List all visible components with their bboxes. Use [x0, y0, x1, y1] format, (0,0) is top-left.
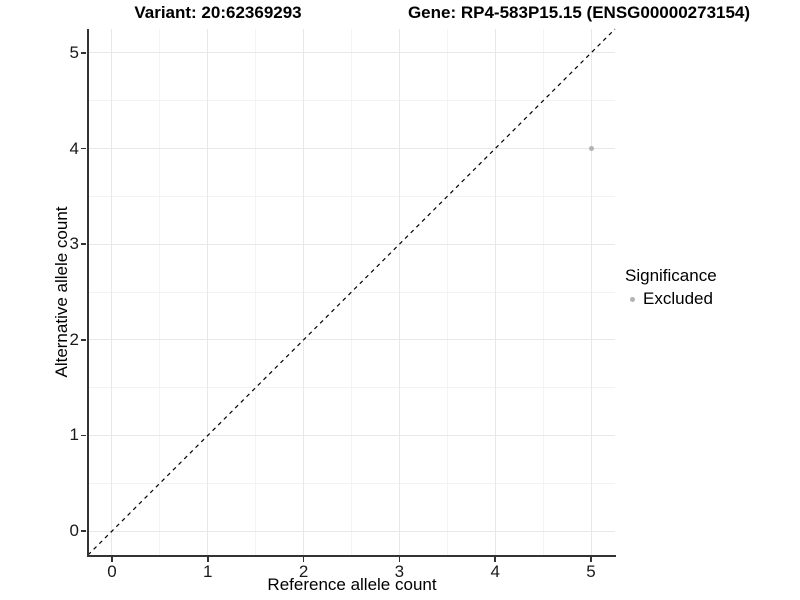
x-tick-label: 5	[586, 562, 596, 581]
y-tick-mark	[81, 243, 86, 245]
y-tick-label: 1	[69, 425, 79, 445]
x-tick-label: 4	[490, 562, 500, 581]
grid-major-vertical	[111, 29, 113, 555]
y-tick-label: 4	[69, 138, 79, 158]
x-tick-label: 3	[394, 562, 405, 581]
y-tick-label: 3	[69, 234, 79, 254]
x-tick-mark	[398, 557, 401, 562]
grid-major-horizontal	[88, 339, 615, 341]
grid-minor-horizontal	[88, 291, 615, 293]
grid-minor-horizontal	[88, 482, 615, 484]
grid-major-horizontal	[88, 52, 615, 54]
y-tick-mark	[81, 434, 86, 437]
grid-major-vertical	[590, 29, 592, 555]
identity-dashed-line	[87, 28, 616, 556]
grid-major-horizontal	[88, 530, 615, 532]
plot-title-variant: Variant: 20:62369293	[134, 3, 302, 22]
x-tick-mark	[494, 557, 496, 562]
y-tick-mark	[81, 339, 86, 341]
grid-minor-horizontal	[88, 387, 615, 389]
x-tick-mark	[302, 557, 305, 562]
x-tick-mark	[111, 557, 113, 562]
y-tick-label: 2	[69, 329, 79, 349]
x-axis-title: Reference allele count	[267, 575, 437, 594]
y-tick-label: 5	[69, 42, 79, 62]
grid-major-horizontal	[88, 243, 615, 245]
grid-major-horizontal	[88, 148, 615, 150]
y-tick-mark	[81, 530, 86, 532]
legend-dot-icon	[630, 296, 635, 302]
legend: Significance Excluded	[625, 266, 717, 309]
grid-major-vertical	[207, 29, 209, 555]
grid-major-horizontal	[88, 434, 615, 436]
grid-major-vertical	[303, 29, 305, 555]
legend-item-label: Excluded	[643, 289, 713, 308]
grid-minor-horizontal	[88, 195, 615, 197]
legend-title: Significance	[625, 266, 717, 285]
grid-major-vertical	[398, 29, 400, 555]
y-axis-line	[87, 29, 89, 557]
y-tick-mark	[81, 147, 86, 150]
grid-minor-horizontal	[88, 100, 615, 102]
x-tick-label: 0	[107, 562, 117, 581]
x-tick-mark	[207, 557, 209, 562]
plot-title-gene: Gene: RP4-583P15.15 (ENSG00000273154)	[407, 3, 751, 22]
y-tick-mark	[81, 52, 86, 54]
plot-panel	[87, 28, 616, 556]
y-tick-label: 0	[69, 521, 79, 541]
grid-major-vertical	[494, 29, 496, 555]
x-tick-label: 1	[203, 562, 213, 581]
x-tick-label: 2	[298, 562, 309, 581]
data-point	[588, 146, 594, 152]
x-axis-line	[87, 555, 616, 557]
x-tick-mark	[590, 557, 592, 562]
legend-item-excluded: Excluded	[625, 289, 717, 309]
y-axis-title: Alternative allele count	[52, 206, 71, 378]
